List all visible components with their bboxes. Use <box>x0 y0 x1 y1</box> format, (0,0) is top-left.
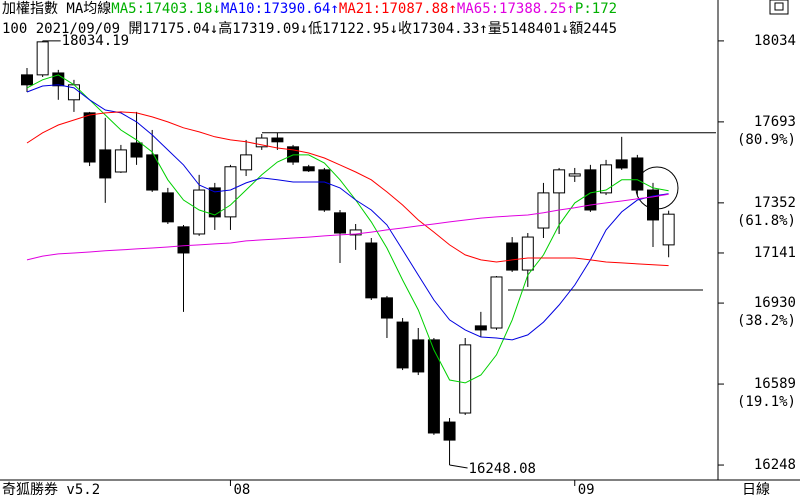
y-tick-label: 16930 <box>754 295 796 311</box>
candle-body <box>83 112 96 163</box>
ma-line <box>26 84 669 341</box>
y-tick-label: 17693 <box>754 114 796 130</box>
candle-body <box>521 236 534 271</box>
candle-body <box>490 276 503 329</box>
fib-label: (19.1%) <box>737 394 796 410</box>
candle-body <box>647 189 659 221</box>
legend-entry: MA5:17403.18↓ <box>111 1 221 17</box>
candle-body <box>130 142 143 158</box>
candle-body <box>193 189 206 235</box>
candle-body <box>584 169 597 211</box>
window-button-icon <box>774 2 784 11</box>
y-tick-label: 16589 <box>754 376 796 392</box>
y-tick-label: 16248 <box>754 457 796 473</box>
candle-body <box>224 166 237 218</box>
candle-body <box>568 173 581 177</box>
annotation-leader <box>449 464 468 469</box>
candle-body <box>443 421 456 441</box>
candle-body <box>99 149 112 179</box>
legend-entry: MA65:17388.25↑ <box>457 1 575 17</box>
legend-entry: 加權指數 MA均線 <box>2 1 111 17</box>
candle-body <box>146 154 159 191</box>
legend-entry: MA10:17390.64↑ <box>221 1 339 17</box>
ma-line <box>26 74 669 384</box>
footer-right: 日線 <box>742 482 770 498</box>
y-tick-label: 17352 <box>754 195 796 211</box>
candle-body <box>177 226 190 254</box>
annotation: 16248.08 <box>469 461 536 477</box>
fib-label: (38.2%) <box>737 313 796 329</box>
candle-body <box>631 157 644 191</box>
candle-body <box>459 344 472 414</box>
candle-body <box>380 297 393 319</box>
candle-body <box>302 166 315 172</box>
candle-body <box>208 187 221 218</box>
y-tick-label: 17141 <box>754 245 796 261</box>
candle-body <box>615 159 628 169</box>
candle-body <box>474 325 487 331</box>
x-tick-label: 08 <box>233 482 250 498</box>
candle-body <box>365 242 378 299</box>
candle-body <box>600 164 613 194</box>
candle-body <box>161 192 174 223</box>
candle-body <box>21 74 33 86</box>
candle-body <box>396 321 409 369</box>
window-button[interactable] <box>769 0 789 15</box>
y-tick-label: 18034 <box>754 33 796 49</box>
plot <box>21 40 716 466</box>
candle-body <box>662 213 675 246</box>
footer-left: 奇狐勝券 v5.2 <box>2 481 100 498</box>
candle-body <box>114 149 127 173</box>
fib-label: (80.9%) <box>737 132 796 148</box>
candle-body <box>255 137 268 148</box>
candle-body <box>412 339 425 373</box>
info-line: 100 2021/09/09 開17175.04↓高17319.09↓低1712… <box>2 20 617 37</box>
ma-line <box>26 193 669 261</box>
candle-body <box>537 192 550 229</box>
x-tick-label: 09 <box>578 482 595 498</box>
ma-line <box>26 111 669 267</box>
candle-body <box>553 169 566 194</box>
legend-line: 加權指數 MA均線MA5:17403.18↓MA10:17390.64↑MA21… <box>2 1 617 17</box>
legend-entry: P:172 <box>575 1 617 17</box>
candle-body <box>52 72 65 87</box>
candle-body <box>349 229 362 236</box>
candle-body <box>334 212 346 234</box>
candle-body <box>318 169 331 211</box>
candle-body <box>240 154 253 171</box>
annotation: 18034.19 <box>62 33 129 49</box>
candle-body <box>271 137 284 143</box>
legend-entry: MA21:17087.88↑ <box>339 1 457 17</box>
candle-body <box>36 41 49 76</box>
candle-body <box>427 339 440 434</box>
candle-body <box>506 242 519 271</box>
fib-label: (61.8%) <box>737 213 796 229</box>
